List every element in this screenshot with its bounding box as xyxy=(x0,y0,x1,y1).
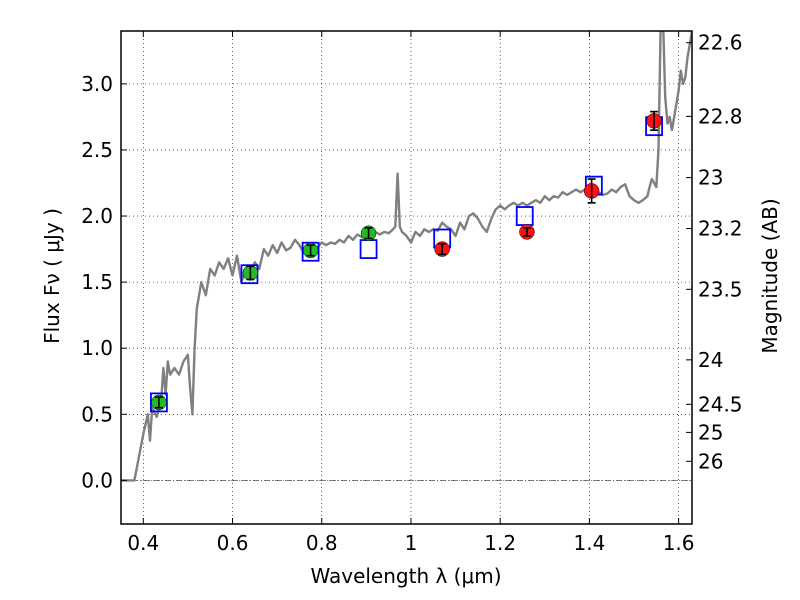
x-tick-label: 0.6 xyxy=(217,531,249,555)
y-axis-label: Flux Fν ( μJy ) xyxy=(40,208,64,344)
x-axis-ticks: 0.4 0.6 0.8 1 1.2 1.4 1.6 xyxy=(127,31,695,555)
y2-tick-label: 24 xyxy=(698,348,723,372)
y-tick-label: 2.5 xyxy=(81,138,113,162)
grid xyxy=(121,31,692,524)
y2-axis-label: Magnitude (AB) xyxy=(758,198,782,353)
y-tick-label: 2.0 xyxy=(81,204,113,228)
y-tick-label: 0.5 xyxy=(81,402,113,426)
x-tick-label: 1.2 xyxy=(484,531,516,555)
x-tick-label: 1.4 xyxy=(573,531,605,555)
y-tick-label: 3.0 xyxy=(81,72,113,96)
y-tick-label: 1.0 xyxy=(81,336,113,360)
x-tick-label: 0.8 xyxy=(306,531,338,555)
template-spectrum-line xyxy=(121,31,692,482)
y-tick-label: 1.5 xyxy=(81,270,113,294)
plot-frame xyxy=(120,30,693,525)
y2-tick-label: 23 xyxy=(698,166,723,190)
y2-tick-label: 25 xyxy=(698,420,723,444)
x-tick-label: 0.4 xyxy=(127,531,159,555)
y2-tick-label: 22.8 xyxy=(698,104,743,128)
y2-axis-ticks: 22.6 22.8 23 23.2 23.5 24 24.5 25 26 xyxy=(686,31,743,473)
y-axis-ticks: 0.0 0.5 1.0 1.5 2.0 2.5 3.0 xyxy=(81,72,127,492)
y2-tick-label: 23.2 xyxy=(698,217,743,241)
series-layer xyxy=(121,31,692,482)
x-tick-label: 1 xyxy=(405,531,418,555)
y2-tick-label: 26 xyxy=(698,449,723,473)
model-flux-box xyxy=(359,239,378,259)
y2-tick-label: 23.5 xyxy=(698,277,743,301)
y2-tick-label: 22.6 xyxy=(698,31,743,55)
model-flux-box xyxy=(515,206,534,226)
y-tick-label: 0.0 xyxy=(81,468,113,492)
x-tick-label: 1.6 xyxy=(663,531,695,555)
y2-tick-label: 24.5 xyxy=(698,392,743,416)
x-axis-label: Wavelength λ (μm) xyxy=(310,564,501,588)
model-flux-box xyxy=(150,392,168,413)
